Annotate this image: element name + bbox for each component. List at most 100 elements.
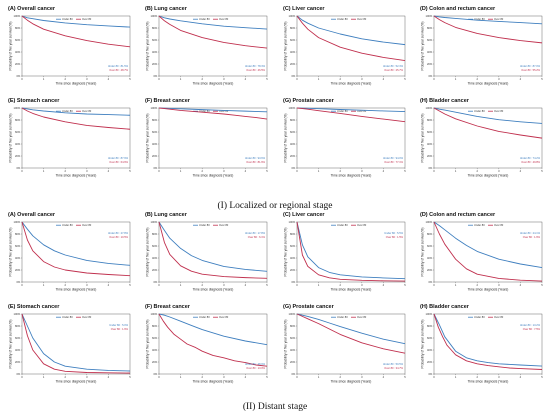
y-tick-label: 60% <box>290 244 296 248</box>
y-tick-label: 60% <box>152 336 158 340</box>
y-axis-label: Probability of five year survival (%) <box>284 114 288 163</box>
annotation-over-80: Over 80 : 1.6% <box>523 235 541 239</box>
y-tick-label: 60% <box>427 244 433 248</box>
chart-panel: (C) Liver cancer 0% 20% 40% 60% 80% 100% 0 1 2 3 4 5… <box>283 212 406 292</box>
y-tick-label: 60% <box>290 130 296 134</box>
x-tick-label: 5 <box>129 77 131 81</box>
legend-label-over: Over 80 <box>494 17 504 21</box>
chart-panel: (B) Lung cancer 0% 20% 40% 60% 80% 100% 0 1 2 3 4 5 T… <box>145 6 268 86</box>
x-tick-label: 2 <box>64 375 66 379</box>
y-tick-label: 40% <box>15 348 21 352</box>
annotation-under-80: Under 80 : 5.5% <box>384 231 403 235</box>
y-tick-label: 20% <box>427 62 433 66</box>
x-tick-label: 5 <box>266 283 268 287</box>
series-line-under-80 <box>158 221 268 272</box>
y-tick-label: 0% <box>16 372 20 376</box>
y-tick-label: 0% <box>428 166 432 170</box>
annotation-over-80: Over 80 : 7.5% <box>523 327 541 331</box>
x-tick-label: 5 <box>404 375 406 379</box>
x-tick-label: 0 <box>433 77 435 81</box>
x-tick-label: 1 <box>455 169 457 173</box>
y-tick-label: 20% <box>15 360 21 364</box>
plot-frame <box>296 313 406 375</box>
legend-label-over: Over 80 <box>357 223 367 227</box>
x-tick-label: 3 <box>223 169 225 173</box>
y-tick-label: 100% <box>289 106 296 110</box>
x-tick-label: 5 <box>129 375 131 379</box>
y-axis-label: Probability of five year survival (%) <box>146 22 150 71</box>
annotation-under-80: Under 80 : 50.5% <box>383 362 404 366</box>
y-axis-label: Probability of five year survival (%) <box>421 228 425 277</box>
panel-title: (F) Breast cancer <box>145 304 191 310</box>
y-tick-label: 40% <box>427 50 433 54</box>
x-axis-label: Time since diagnosis (Years) <box>56 288 97 292</box>
annotation-over-80: Over 80 : 10.5% <box>109 235 128 239</box>
y-tick-label: 60% <box>15 336 21 340</box>
legend-label-under: Under 80 <box>62 315 73 319</box>
y-tick-label: 40% <box>15 50 21 54</box>
legend-label-under: Under 80 <box>337 223 348 227</box>
x-tick-label: 2 <box>476 375 478 379</box>
section-caption-localized: (I) Localized or regional stage <box>218 200 333 211</box>
y-tick-label: 60% <box>15 130 21 134</box>
section-caption-distant: (II) Distant stage <box>243 401 307 412</box>
panel-title: (A) Overall cancer <box>8 6 56 12</box>
y-axis-label: Probability of five year survival (%) <box>146 228 150 277</box>
series-line-under-80 <box>296 15 406 46</box>
series-line-over-80 <box>21 313 131 374</box>
legend-label-under: Under 80 <box>474 223 485 227</box>
legend-label-under: Under 80 <box>337 315 348 319</box>
x-tick-label: 1 <box>43 283 45 287</box>
plot-frame <box>158 15 268 77</box>
x-tick-label: 2 <box>339 169 341 173</box>
x-tick-label: 4 <box>108 169 110 173</box>
series-line-under-80 <box>433 107 543 124</box>
x-tick-label: 2 <box>201 169 203 173</box>
annotation-under-80: Under 80 : 81.5% <box>108 64 129 68</box>
y-tick-label: 20% <box>15 62 21 66</box>
y-tick-label: 40% <box>290 348 296 352</box>
y-tick-label: 60% <box>427 38 433 42</box>
x-tick-label: 5 <box>404 169 406 173</box>
x-tick-label: 4 <box>520 77 522 81</box>
legend-label-under: Under 80 <box>337 109 348 113</box>
annotation-over-80: Over 80 : 25.7% <box>384 68 403 72</box>
x-tick-label: 0 <box>158 169 160 173</box>
x-axis-label: Time since diagnosis (Years) <box>56 174 97 178</box>
legend-label-under: Under 80 <box>474 109 485 113</box>
series-line-over-80 <box>433 313 543 370</box>
series-line-under-80 <box>158 313 268 346</box>
series-line-under-80 <box>21 221 131 266</box>
y-tick-label: 80% <box>15 118 21 122</box>
x-tick-label: 4 <box>108 77 110 81</box>
panel-title: (D) Colon and rectum cancer <box>420 212 496 218</box>
x-axis-label: Time since diagnosis (Years) <box>193 174 234 178</box>
y-tick-label: 100% <box>289 14 296 18</box>
y-tick-label: 80% <box>152 26 158 30</box>
y-tick-label: 40% <box>290 50 296 54</box>
annotation-under-80: Under 80 : 93.6% <box>245 156 266 160</box>
plot-frame <box>21 15 131 77</box>
series-line-under-80 <box>158 107 268 113</box>
y-axis-label: Probability of five year survival (%) <box>284 22 288 71</box>
x-tick-label: 4 <box>520 283 522 287</box>
panel-title: (F) Breast cancer <box>145 98 191 104</box>
y-tick-label: 60% <box>290 336 296 340</box>
x-tick-label: 3 <box>361 283 363 287</box>
annotation-over-80: Over 80 : 34.7% <box>384 366 403 370</box>
x-tick-label: 4 <box>383 169 385 173</box>
y-tick-label: 0% <box>291 280 295 284</box>
x-axis-label: Time since diagnosis (Years) <box>193 82 234 86</box>
x-tick-label: 1 <box>180 283 182 287</box>
legend-label-over: Over 80 <box>219 223 229 227</box>
x-tick-label: 0 <box>21 283 23 287</box>
y-tick-label: 60% <box>152 130 158 134</box>
series-line-over-80 <box>296 221 406 282</box>
x-axis-label: Time since diagnosis (Years) <box>331 82 372 86</box>
x-tick-label: 3 <box>498 169 500 173</box>
annotation-over-80: Over 80 : 81.6% <box>246 160 265 164</box>
chart-panel: (B) Lung cancer 0% 20% 40% 60% 80% 100% 0 1 2 3 4 5 T… <box>145 212 268 292</box>
y-tick-label: 20% <box>427 268 433 272</box>
series-line-over-80 <box>433 15 543 44</box>
